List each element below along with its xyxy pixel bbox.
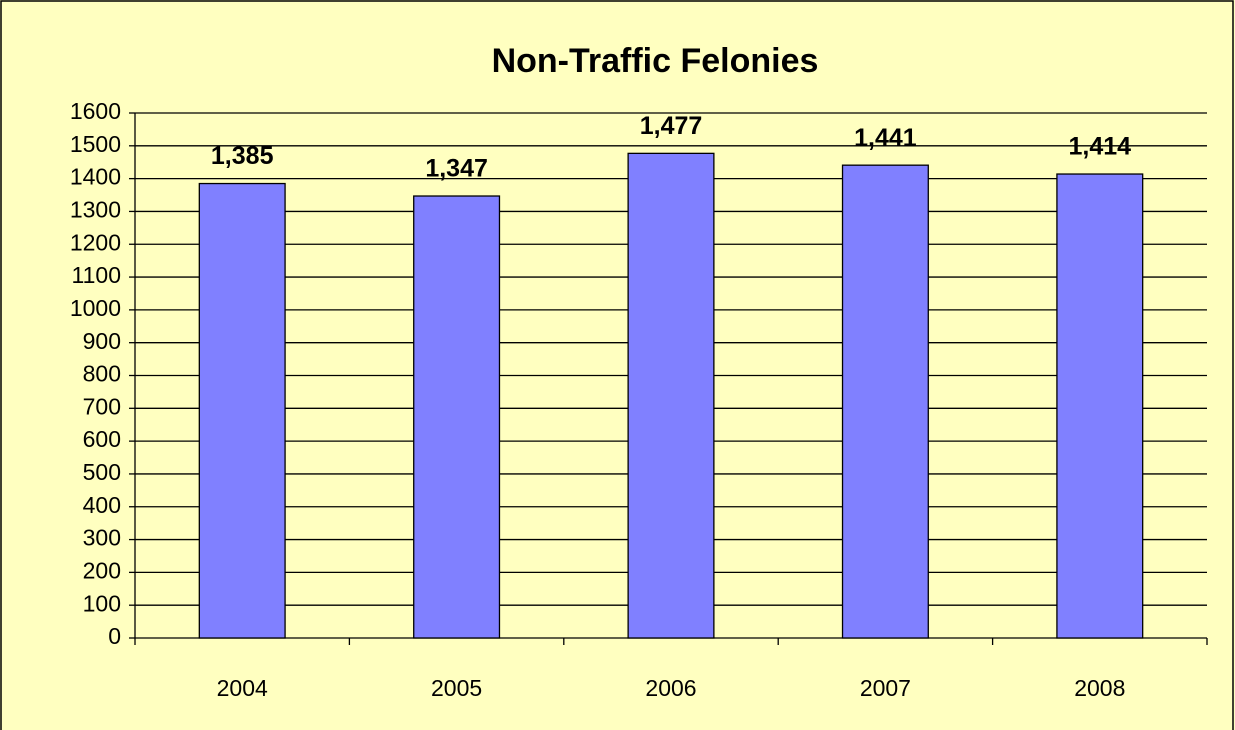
value-label: 1,385 [211,142,274,170]
value-label: 1,477 [640,112,703,140]
y-tick-label: 400 [83,492,121,518]
value-label: 1,347 [425,155,488,183]
y-tick-label: 700 [83,393,121,419]
y-tick-label: 200 [83,557,121,583]
y-tick-label: 1000 [70,295,121,321]
y-tick-label: 1300 [70,197,121,223]
y-tick-label: 1500 [70,131,121,157]
bar [841,164,929,639]
value-label: 1,441 [854,124,917,152]
y-tick-label: 300 [83,525,121,551]
y-tick-label: 1400 [70,164,121,190]
y-tick-label: 1600 [70,98,121,124]
x-tick-label: 2006 [645,675,696,701]
x-tick-label: 2005 [431,675,482,701]
chart-title: Non-Traffic Felonies [492,42,819,80]
bar [627,152,715,639]
y-tick-label: 0 [108,623,121,649]
y-tick-label: 100 [83,590,121,616]
x-tick-label: 2004 [217,675,268,701]
y-tick-label: 800 [83,361,121,387]
bar [1056,173,1144,639]
value-label: 1,414 [1069,133,1132,161]
y-tick-label: 600 [83,426,121,452]
bar [198,182,286,639]
x-tick-label: 2008 [1074,675,1125,701]
y-tick-label: 500 [83,459,121,485]
y-tick-label: 1200 [70,229,121,255]
x-tick-label: 2007 [860,675,911,701]
y-tick-label: 900 [83,328,121,354]
y-tick-label: 1100 [72,262,121,288]
bar [413,195,501,639]
